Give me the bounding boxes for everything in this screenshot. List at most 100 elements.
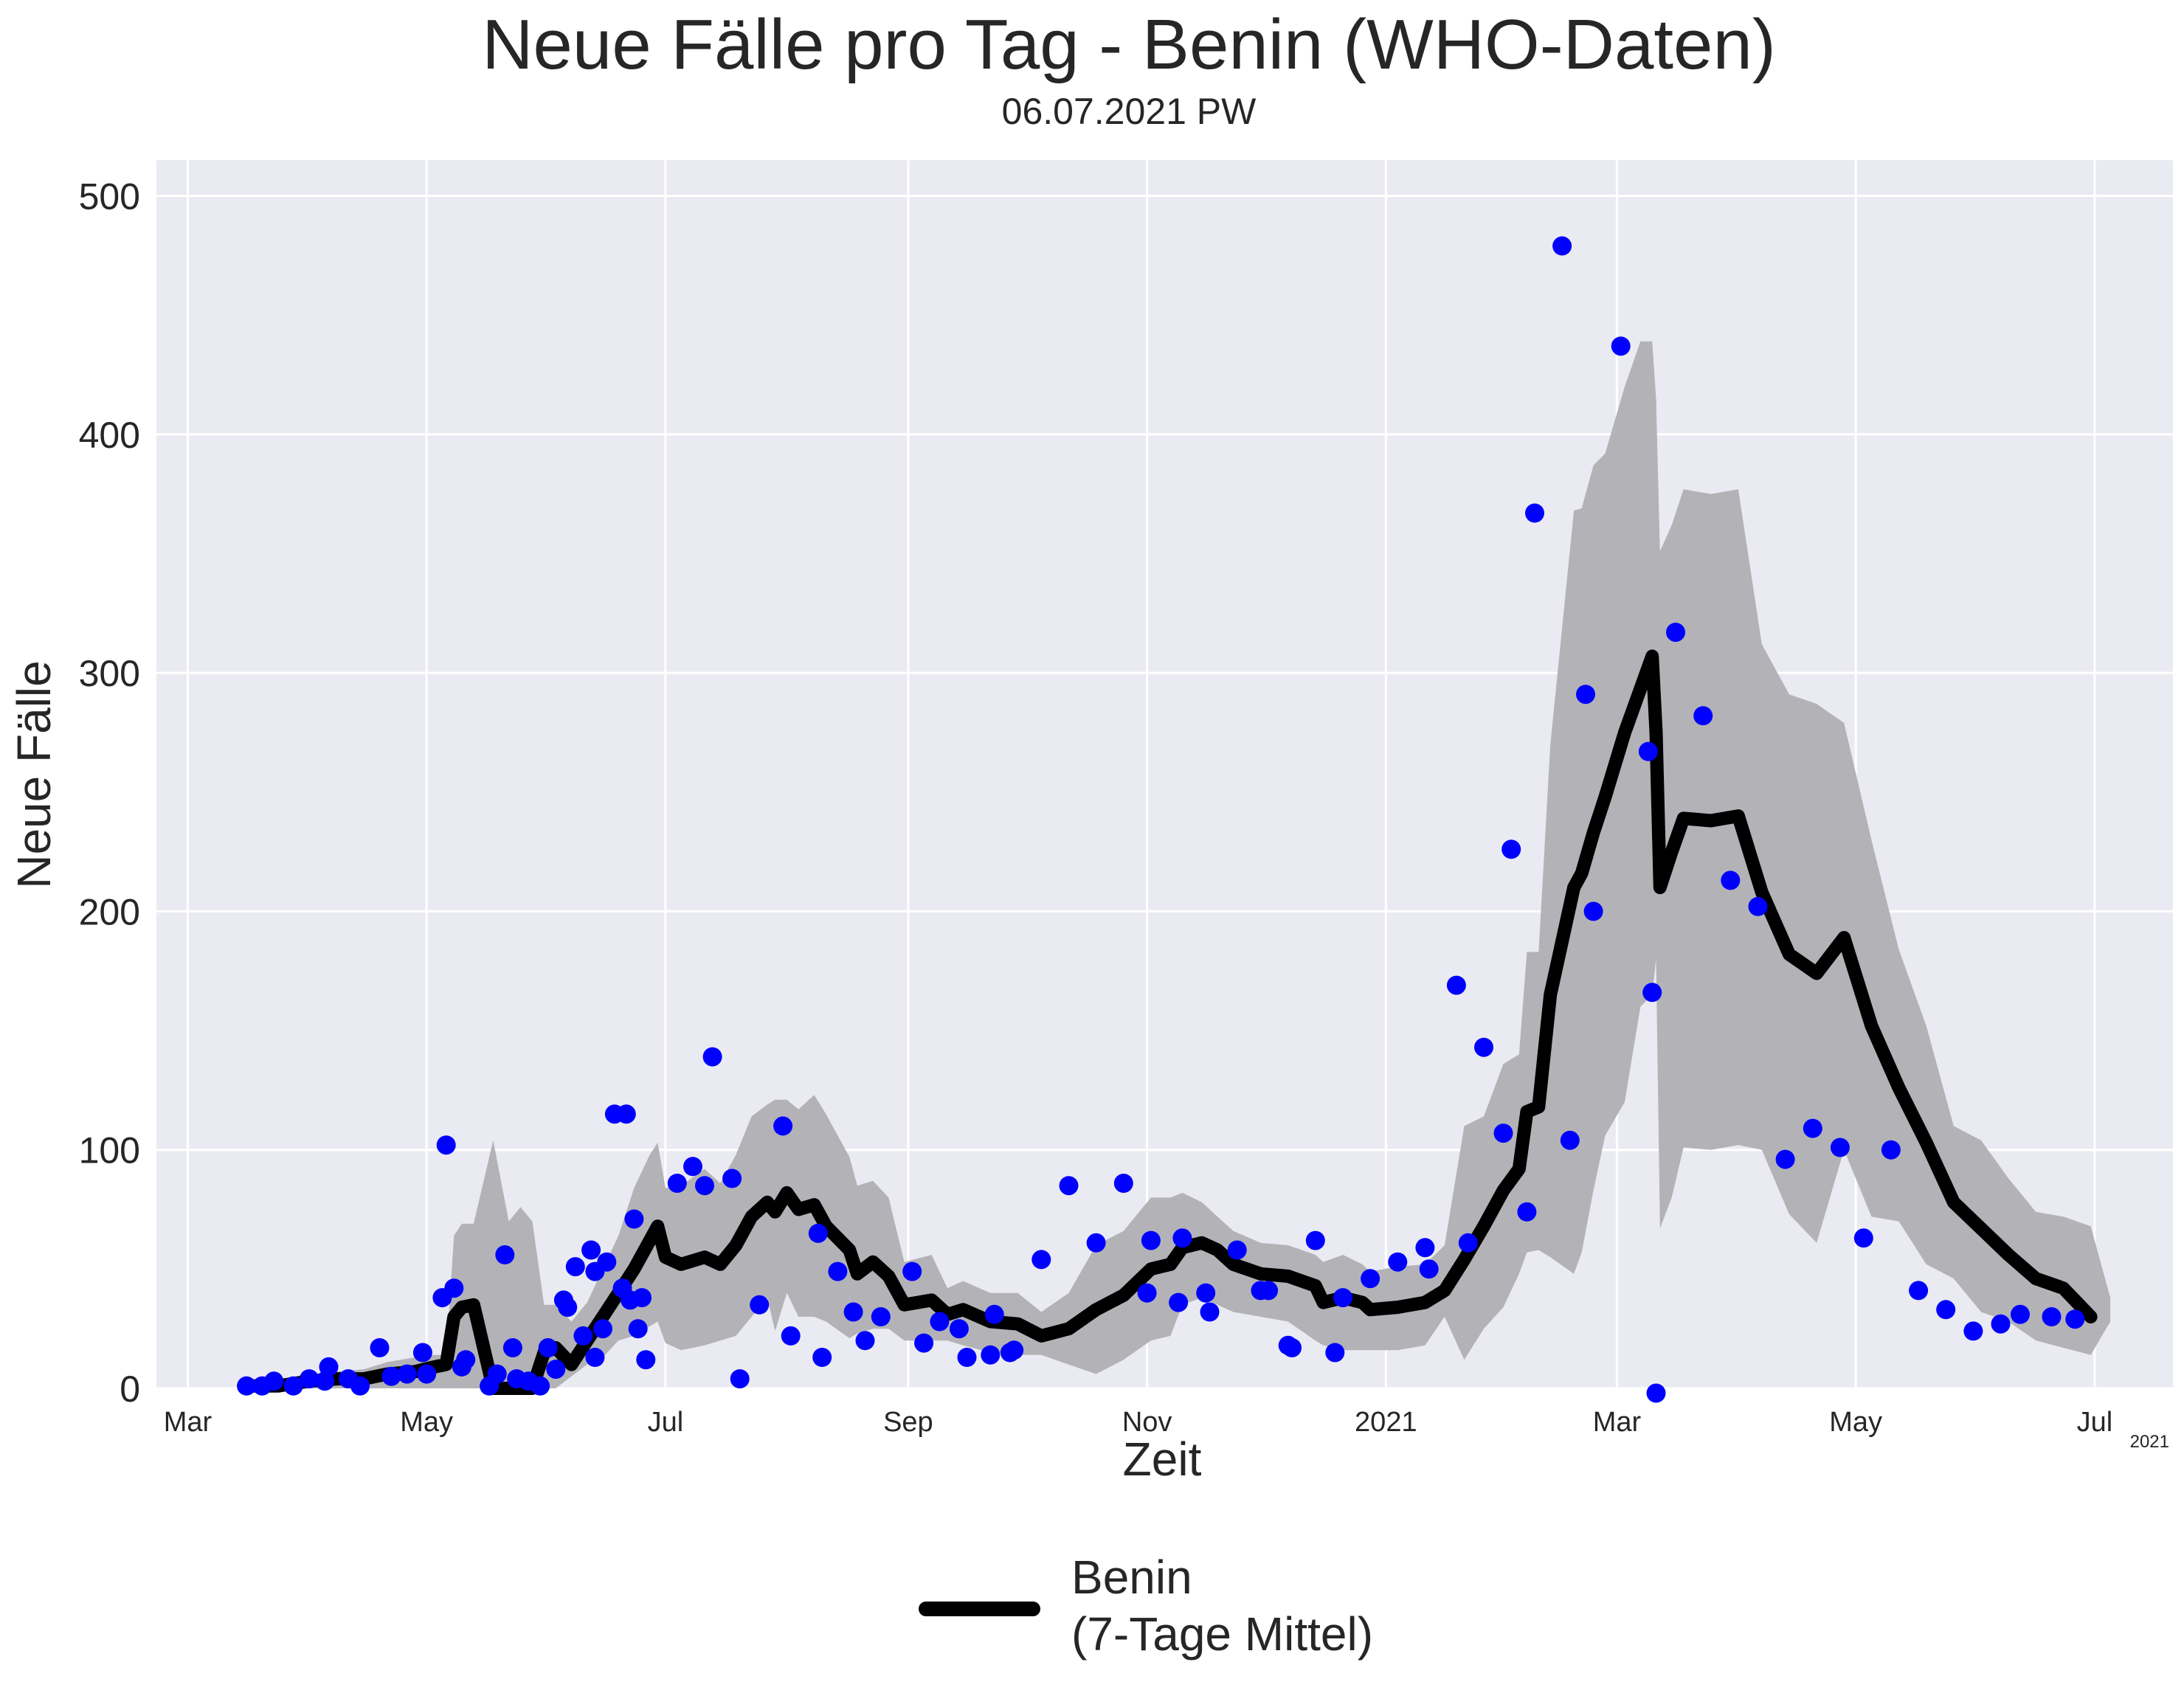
- data-point: [1004, 1340, 1024, 1360]
- data-point: [1748, 896, 1768, 916]
- data-point: [1086, 1233, 1106, 1253]
- data-point: [1169, 1292, 1189, 1312]
- data-point: [1502, 839, 1521, 859]
- y-tick-label: 300: [79, 653, 140, 694]
- y-tick-label: 100: [79, 1130, 140, 1171]
- data-point: [1963, 1321, 1983, 1341]
- x-tick-label: Nov: [1122, 1407, 1172, 1438]
- x-axis-label: Zeit: [1123, 1433, 1202, 1486]
- data-point: [1611, 336, 1631, 356]
- data-point: [412, 1343, 432, 1363]
- data-point: [1282, 1338, 1302, 1357]
- x-tick-label: May: [1829, 1407, 1882, 1438]
- chart-subtitle: 06.07.2021 PW: [1002, 91, 1257, 132]
- data-point: [843, 1302, 863, 1322]
- data-point: [871, 1307, 891, 1326]
- data-point: [436, 1135, 456, 1155]
- data-point: [808, 1223, 828, 1243]
- data-point: [1474, 1037, 1493, 1057]
- data-point: [1059, 1176, 1079, 1196]
- data-point: [1446, 975, 1466, 995]
- y-axis-label: Neue Fälle: [7, 660, 61, 889]
- data-point: [1721, 870, 1741, 890]
- data-point: [1196, 1283, 1216, 1303]
- legend-label-line-2: (7-Tage Mittel): [1071, 1607, 1373, 1661]
- data-point: [381, 1366, 401, 1386]
- data-point: [914, 1333, 934, 1353]
- x-offset-label: 2021: [2130, 1432, 2169, 1452]
- y-tick-label: 500: [79, 176, 140, 217]
- data-point: [319, 1357, 339, 1377]
- y-tick-label: 200: [79, 891, 140, 932]
- data-point: [1333, 1288, 1352, 1308]
- data-point: [1458, 1233, 1478, 1253]
- data-point: [957, 1348, 977, 1367]
- data-point: [1137, 1283, 1157, 1303]
- data-point: [616, 1104, 636, 1124]
- data-point: [264, 1371, 284, 1391]
- data-point: [1775, 1149, 1795, 1169]
- data-point: [2065, 1309, 2085, 1329]
- x-tick-label: Mar: [1593, 1407, 1642, 1438]
- y-tick-label: 400: [79, 415, 140, 456]
- data-point: [1200, 1302, 1220, 1322]
- y-tick-labels: 0 100 200 300 400 500: [79, 176, 140, 1410]
- data-point: [585, 1348, 605, 1367]
- data-point: [581, 1240, 601, 1260]
- data-point: [750, 1295, 770, 1315]
- data-point: [546, 1360, 566, 1379]
- data-point: [502, 1338, 522, 1357]
- chart-title: Neue Fälle pro Tag - Benin (WHO-Daten): [482, 5, 1776, 84]
- data-point: [350, 1376, 370, 1396]
- data-point: [624, 1209, 644, 1229]
- data-point: [2011, 1304, 2030, 1324]
- data-point: [593, 1319, 612, 1339]
- data-point: [1361, 1269, 1380, 1289]
- data-point: [628, 1319, 648, 1339]
- data-point: [636, 1350, 656, 1370]
- data-point: [1517, 1202, 1537, 1222]
- data-point: [1305, 1230, 1325, 1250]
- data-point: [730, 1369, 750, 1389]
- uncertainty-band: [246, 341, 2111, 1389]
- x-tick-label: 2021: [1355, 1407, 1417, 1438]
- data-point: [1388, 1252, 1408, 1272]
- data-point: [702, 1047, 722, 1067]
- data-point: [538, 1338, 558, 1357]
- x-tick-label: Sep: [883, 1407, 933, 1438]
- data-point: [667, 1174, 687, 1193]
- data-point: [531, 1376, 550, 1396]
- data-point: [855, 1331, 875, 1351]
- data-point: [487, 1364, 507, 1384]
- data-point: [456, 1350, 476, 1370]
- x-tick-label: Mar: [164, 1407, 212, 1438]
- data-point: [237, 1376, 257, 1396]
- x-tick-label: Jul: [648, 1407, 684, 1438]
- data-point: [370, 1338, 390, 1357]
- data-point: [1113, 1174, 1133, 1193]
- data-point: [981, 1345, 1001, 1365]
- data-point: [1638, 741, 1658, 761]
- daily-points: [237, 236, 2085, 1403]
- data-point: [597, 1252, 617, 1272]
- y-tick-label: 0: [120, 1368, 140, 1410]
- data-point: [495, 1245, 515, 1264]
- data-point: [573, 1326, 593, 1346]
- legend-label-line-1: Benin: [1071, 1551, 1192, 1604]
- data-point: [722, 1169, 742, 1188]
- data-point: [1909, 1281, 1929, 1301]
- data-point: [1642, 983, 1662, 1003]
- data-point: [417, 1364, 437, 1384]
- data-point: [695, 1176, 714, 1196]
- x-tick-label: Jul: [2077, 1407, 2113, 1438]
- data-point: [1172, 1228, 1192, 1248]
- data-point: [984, 1304, 1004, 1324]
- data-point: [558, 1298, 578, 1318]
- data-point: [930, 1312, 950, 1332]
- data-point: [1646, 1383, 1666, 1403]
- data-point: [683, 1157, 702, 1177]
- data-point: [1227, 1240, 1247, 1260]
- data-point: [1853, 1228, 1873, 1248]
- data-point: [1141, 1230, 1161, 1250]
- data-point: [300, 1369, 319, 1389]
